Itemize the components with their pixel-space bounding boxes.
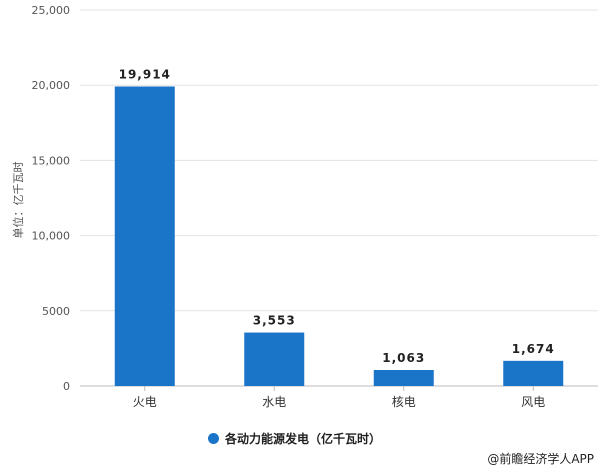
bar [503, 360, 564, 386]
y-tick-label: 20,000 [32, 79, 71, 92]
y-tick-label: 15,000 [32, 154, 71, 167]
legend-marker [208, 433, 219, 444]
data-label: 19,914 [119, 67, 171, 81]
bar [373, 370, 434, 386]
legend-label: 各动力能源发电（亿千瓦时） [225, 432, 382, 446]
bar [114, 86, 175, 386]
data-label: 3,553 [253, 314, 296, 328]
x-tick-label: 核电 [392, 395, 416, 409]
data-label: 1,063 [382, 351, 425, 365]
x-tick-label: 风电 [521, 395, 545, 409]
y-tick-label: 10,000 [32, 230, 71, 243]
y-axis-label: 单位：亿千瓦时 [11, 162, 25, 239]
bar [244, 332, 305, 386]
x-tick-label: 水电 [262, 395, 286, 409]
y-tick-label: 0 [63, 380, 70, 393]
legend[interactable]: 各动力能源发电（亿千瓦时） [208, 430, 381, 447]
x-tick-label: 火电 [133, 395, 157, 409]
y-tick-label: 25,000 [32, 4, 71, 17]
data-label: 1,674 [512, 342, 555, 356]
credit-watermark: @前瞻经济学人APP [487, 452, 594, 466]
y-tick-label: 5000 [42, 305, 70, 318]
